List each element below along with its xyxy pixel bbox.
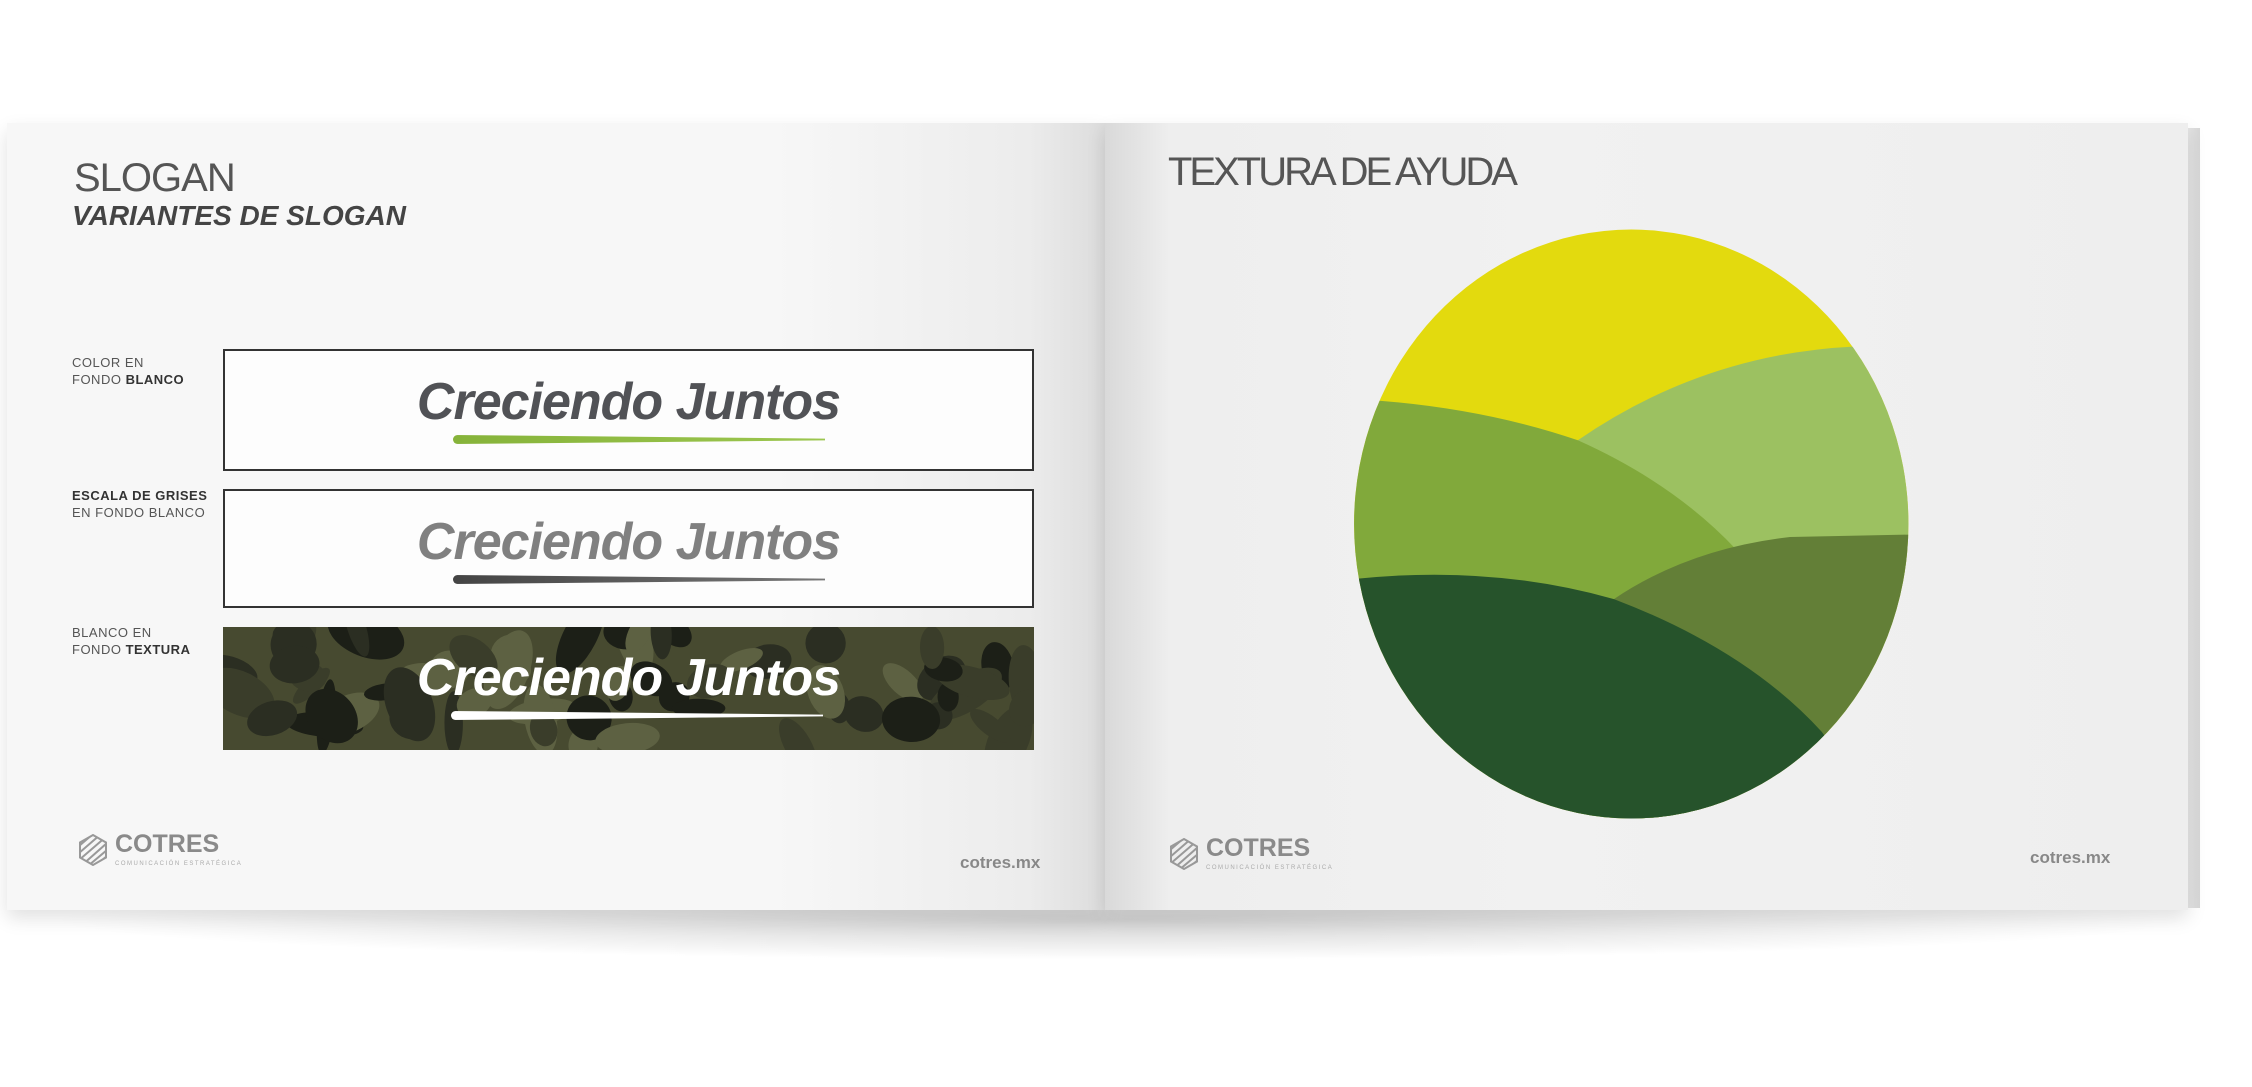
label-text: FONDO xyxy=(72,642,126,657)
camo-blob xyxy=(630,661,673,697)
camo-blob xyxy=(687,663,733,699)
label-line: EN FONDO BLANCO xyxy=(72,505,206,520)
variant-label-grayscale: ESCALA DE GRISES EN FONDO BLANCO xyxy=(72,487,207,521)
slogan-text: Creciendo Juntos xyxy=(416,649,841,707)
camo-blob xyxy=(483,630,533,710)
website-url: cotres.mx xyxy=(2030,848,2111,867)
slogan-box-grayscale: Creciendo Juntos xyxy=(223,489,1034,608)
camo-blob xyxy=(343,627,370,657)
camo-blob xyxy=(456,688,492,718)
slogan-box-texture: Creciendo Juntos xyxy=(223,627,1034,750)
label-bold: BLANCO xyxy=(125,372,185,387)
camo-blob xyxy=(383,667,436,742)
camo-blob xyxy=(881,696,941,743)
label-line: COLOR EN xyxy=(72,355,144,370)
cotres-logo: COTRES COMUNICACIÓN ESTRATÉGICA xyxy=(79,830,242,869)
camo-blob xyxy=(671,698,726,718)
camo-blob xyxy=(882,663,924,702)
camo-blob xyxy=(919,627,945,670)
label-bold: ESCALA DE GRISES xyxy=(72,488,208,503)
cotres-logo: COTRES COMUNICACIÓN ESTRATÉGICA xyxy=(1170,834,1333,873)
camo-blob xyxy=(605,665,631,701)
page-title: SLOGAN xyxy=(74,156,236,200)
variant-label-color: COLOR EN FONDO BLANCO xyxy=(72,354,184,388)
camo-blob xyxy=(805,627,846,664)
website-url: cotres.mx xyxy=(960,853,1041,872)
label-text: FONDO xyxy=(72,372,126,387)
slogan-underline xyxy=(453,435,825,444)
camo-blob xyxy=(595,722,660,750)
camo-blob xyxy=(555,627,605,674)
logo-name: COTRES xyxy=(1206,834,1311,862)
page-subtitle: VARIANTES DE SLOGAN xyxy=(72,200,406,231)
logo-tagline: COMUNICACIÓN ESTRATÉGICA xyxy=(1206,865,1334,871)
label-line: FONDO TEXTURA xyxy=(72,641,190,658)
camo-blob xyxy=(779,718,817,750)
slogan-underline xyxy=(453,575,825,584)
hexagon-logo-icon xyxy=(79,833,107,866)
variant-label-texture: BLANCO EN FONDO TEXTURA xyxy=(72,624,190,658)
camo-blob xyxy=(1009,689,1034,727)
camo-blob xyxy=(843,696,884,732)
camo-blob xyxy=(269,645,320,684)
slogan-box-color: Creciendo Juntos xyxy=(223,349,1034,471)
camo-blob xyxy=(970,709,1011,743)
slogan-text: Creciendo Juntos xyxy=(416,373,841,431)
page-title: TEXTURA DE AYUDA xyxy=(1168,150,1518,194)
camouflage-texture xyxy=(223,627,1034,750)
logo-name: COTRES xyxy=(115,830,220,858)
camo-blob xyxy=(650,627,672,660)
camo-blob xyxy=(806,665,846,719)
label-line: BLANCO EN xyxy=(72,625,152,640)
camo-blob xyxy=(529,711,558,747)
camo-blob xyxy=(247,700,298,737)
page-stack-edge xyxy=(2188,128,2200,908)
camo-blob xyxy=(223,667,275,719)
slogan-underline xyxy=(451,711,823,720)
hexagon-logo-icon xyxy=(1170,837,1198,870)
camo-blob xyxy=(625,627,656,653)
slogan-text: Creciendo Juntos xyxy=(416,513,841,571)
logo-tagline: COMUNICACIÓN ESTRATÉGICA xyxy=(115,861,243,867)
camo-blob xyxy=(305,688,358,744)
camo-blob xyxy=(719,647,763,672)
camo-blob xyxy=(449,634,498,679)
label-line: FONDO BLANCO xyxy=(72,371,184,388)
label-bold: TEXTURA xyxy=(125,642,191,657)
